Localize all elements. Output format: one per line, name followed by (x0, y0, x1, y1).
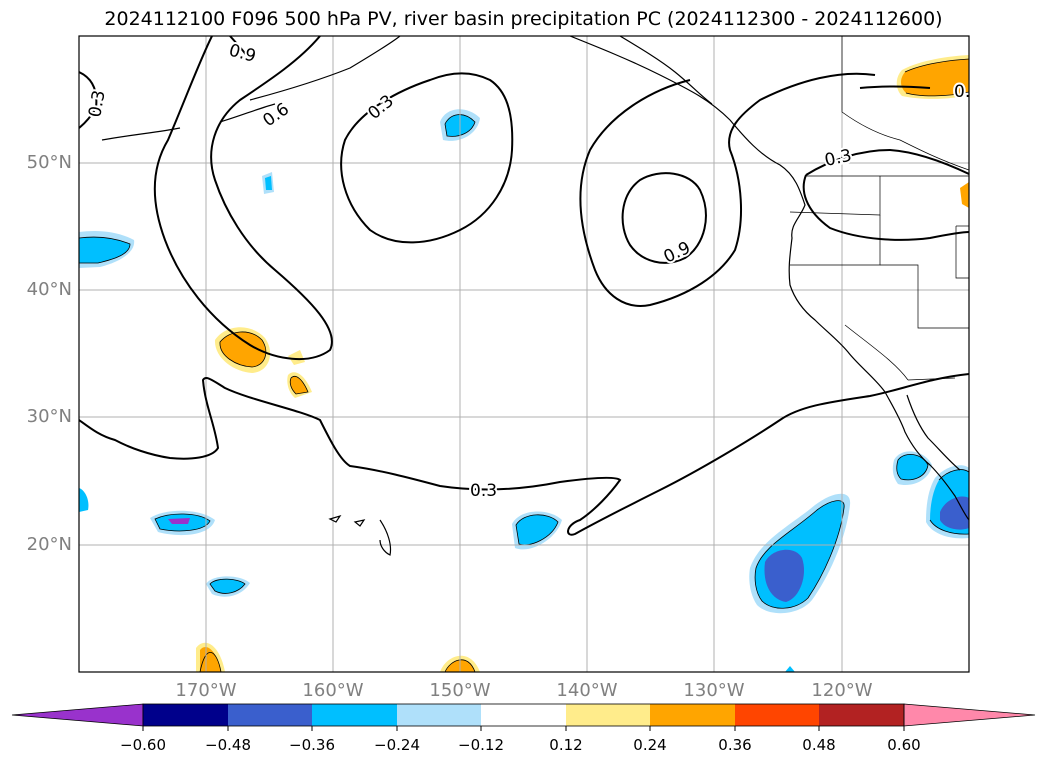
colorbar-segment (397, 704, 481, 726)
borders (789, 36, 969, 381)
colorbar-segment (819, 704, 904, 726)
colorbar-segment (566, 704, 650, 726)
colorbar-tick-label: −0.36 (289, 736, 335, 754)
colorbar-segment (650, 704, 735, 726)
map-gridlines (79, 36, 969, 672)
contour-label: 0.9 (227, 41, 258, 67)
contour-label: 0.6 (259, 99, 293, 131)
precip-outlines (79, 58, 969, 672)
lat-label-50n: 50°N (26, 152, 72, 173)
lon-label-170w: 170°W (175, 680, 237, 701)
colorbar-tick-label: −0.48 (205, 736, 251, 754)
contour-label: 0.3 (85, 89, 109, 119)
precip-negative-area (516, 514, 558, 545)
colorbar-tick-label: 0.48 (802, 736, 836, 754)
colorbar-segment (312, 704, 397, 726)
colorbar-tick-label: −0.12 (458, 736, 504, 754)
lat-label-20n: 20°N (26, 534, 72, 555)
precip-shading (79, 55, 969, 672)
colorbar-frame (142, 703, 905, 727)
coastlines (101, 36, 969, 556)
colorbar-tick-label: −0.24 (374, 736, 420, 754)
colorbar-segment (228, 704, 312, 726)
pv-contours (79, 36, 969, 536)
precip-negative-area (79, 488, 89, 512)
colorbar-extend-min (11, 703, 144, 727)
colorbar-tick-label: 0.24 (633, 736, 667, 754)
contour-labels: 0.9 0.3 0.6 0.3 0.3 0.9 0.3 0. (83, 39, 970, 503)
precip-positive-area (219, 331, 266, 367)
contour-label: 0.3 (470, 481, 497, 501)
map-title: 2024112100 F096 500 hPa PV, river basin … (104, 8, 943, 30)
precip-positive-area (288, 350, 305, 365)
lon-label-140w: 140°W (556, 680, 618, 701)
lat-label-30n: 30°N (26, 406, 72, 427)
lon-label-160w: 160°W (302, 680, 364, 701)
precip-negative-area (210, 579, 245, 594)
precip-negative-area (265, 176, 272, 190)
colorbar-tick-label: 0.12 (549, 736, 583, 754)
lon-label-130w: 130°W (683, 680, 745, 701)
colorbar-tick-label: 0.60 (887, 736, 921, 754)
map-frame (78, 35, 970, 673)
precip-negative-area (168, 518, 190, 524)
contour-label: 0.3 (823, 146, 854, 171)
colorbar-tick-label: −0.60 (120, 736, 166, 754)
colorbar-extend-max (903, 703, 1036, 727)
precip-negative-area (764, 549, 805, 602)
contour-label: 0. (954, 82, 970, 102)
lon-label-120w: 120°W (811, 680, 873, 701)
colorbar (11, 703, 1036, 731)
lat-label-40n: 40°N (26, 279, 72, 300)
precip-positive-area (290, 376, 308, 394)
colorbar-segment (481, 704, 566, 726)
lon-label-150w: 150°W (429, 680, 491, 701)
precip-negative-area (896, 454, 928, 480)
precip-negative-area (79, 237, 130, 263)
map-panel: 0.9 0.3 0.6 0.3 0.3 0.9 0.3 0. (79, 36, 970, 672)
colorbar-segment (143, 704, 228, 726)
precip-negative-area (785, 666, 795, 672)
precip-positive-area (960, 182, 969, 208)
colorbar-segment (735, 704, 819, 726)
precip-positive-area (200, 646, 221, 672)
colorbar-tick-label: 0.36 (718, 736, 752, 754)
precip-negative-area (940, 496, 969, 530)
